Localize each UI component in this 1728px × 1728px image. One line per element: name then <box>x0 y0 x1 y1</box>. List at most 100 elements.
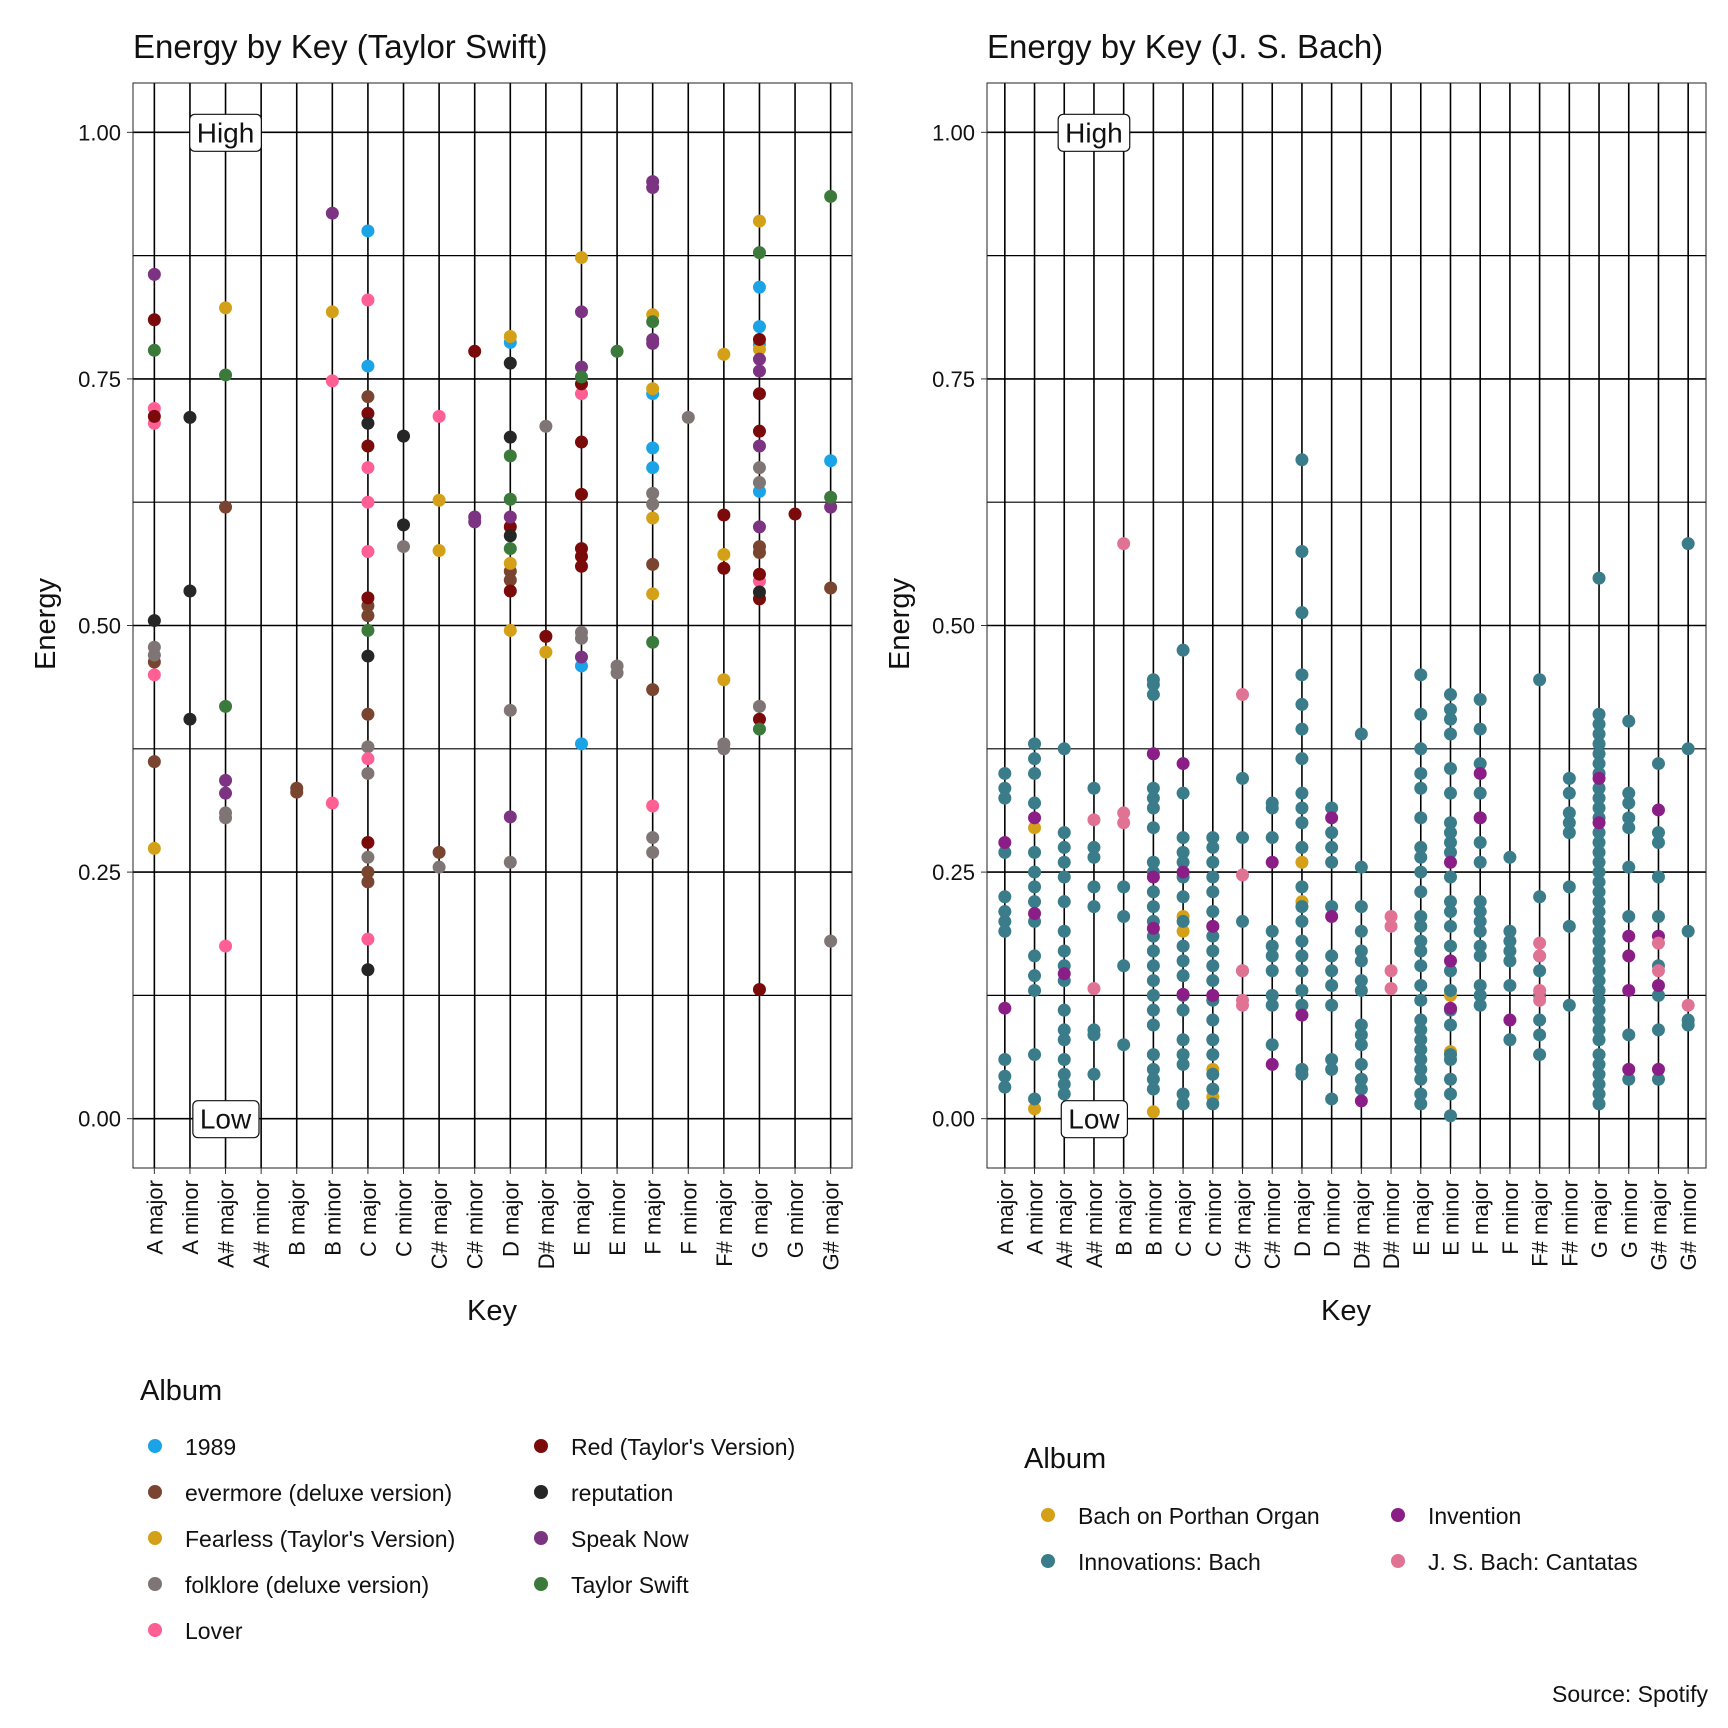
x-tick-label: A minor <box>178 1180 203 1255</box>
x-tick-label: C major <box>356 1180 381 1257</box>
data-point <box>1325 998 1339 1012</box>
data-point <box>646 557 660 571</box>
data-point <box>1146 988 1160 1002</box>
y-tick-label: 0.00 <box>932 1107 975 1132</box>
data-point <box>998 791 1012 805</box>
x-tick-label: B major <box>1112 1180 1137 1256</box>
annotation-box <box>192 1100 260 1139</box>
data-point <box>610 666 624 680</box>
data-point <box>1622 1072 1636 1086</box>
data-point <box>1533 1028 1547 1042</box>
data-point <box>1176 914 1190 928</box>
data-point <box>998 845 1012 859</box>
data-point <box>1443 727 1457 741</box>
data-point <box>1146 781 1160 795</box>
annotation-text: Low <box>1068 1104 1120 1135</box>
data-point <box>646 382 660 396</box>
data-point <box>1414 766 1428 780</box>
data-point <box>1443 688 1457 702</box>
data-point <box>503 356 517 370</box>
data-point <box>1295 453 1309 467</box>
data-point <box>1622 786 1636 800</box>
x-tick-label: F minor <box>1498 1180 1523 1255</box>
data-point <box>1206 1082 1220 1096</box>
data-point <box>361 623 375 637</box>
x-tick-label: A# major <box>214 1180 239 1268</box>
x-tick-label: D minor <box>1320 1180 1345 1257</box>
data-point <box>752 722 766 736</box>
data-point <box>1354 1028 1368 1042</box>
data-point <box>361 932 375 946</box>
data-point <box>468 515 482 529</box>
data-point <box>574 370 588 384</box>
x-tick-label: C# major <box>1231 1180 1256 1269</box>
data-point <box>1087 880 1101 894</box>
data-point <box>1592 1048 1606 1062</box>
x-tick-label: G minor <box>783 1180 808 1258</box>
data-point <box>1236 688 1250 702</box>
data-point <box>147 648 161 662</box>
data-point <box>1028 865 1042 879</box>
data-point <box>1473 988 1487 1002</box>
legend-label: folklore (deluxe version) <box>185 1572 429 1598</box>
data-point <box>503 855 517 869</box>
data-point <box>1354 727 1368 741</box>
data-point <box>1443 855 1457 869</box>
data-point <box>998 766 1012 780</box>
data-point <box>1592 1067 1606 1081</box>
data-point <box>1028 969 1042 983</box>
data-point <box>752 387 766 401</box>
data-point <box>183 712 197 726</box>
data-point <box>1265 1038 1279 1052</box>
data-point <box>1592 836 1606 849</box>
data-point <box>1146 1048 1160 1062</box>
data-point <box>1295 880 1309 894</box>
data-point <box>1206 959 1220 973</box>
data-point <box>1028 949 1042 963</box>
data-point <box>1592 1033 1606 1047</box>
data-point <box>646 831 660 845</box>
data-point <box>1295 934 1309 948</box>
data-point <box>1592 737 1606 751</box>
data-point <box>1414 993 1428 1007</box>
data-point <box>1651 988 1665 1002</box>
data-point <box>1265 831 1279 845</box>
data-point <box>1443 1018 1457 1032</box>
data-point <box>1146 747 1160 761</box>
data-point <box>1295 914 1309 928</box>
data-point <box>1087 900 1101 914</box>
data-point <box>1117 537 1131 551</box>
data-point <box>1651 964 1665 978</box>
data-point <box>1295 606 1309 620</box>
data-point <box>1414 1023 1428 1037</box>
x-tick-label: G major <box>747 1180 772 1258</box>
legend-swatch <box>534 1439 548 1453</box>
data-point <box>1146 1105 1160 1119</box>
data-point <box>717 508 731 522</box>
data-point <box>1592 747 1606 761</box>
x-tick-label: F# major <box>1528 1180 1553 1267</box>
data-point <box>1443 983 1457 997</box>
data-point <box>1176 786 1190 800</box>
data-point <box>1592 771 1606 785</box>
data-point <box>1325 826 1339 840</box>
legend-item: folklore (deluxe version) <box>148 1572 429 1598</box>
data-point <box>503 430 517 444</box>
data-point <box>1592 885 1606 899</box>
data-point <box>1503 924 1517 938</box>
data-point <box>574 549 588 563</box>
series-points <box>147 313 802 996</box>
data-point <box>1206 944 1220 958</box>
legend-item: Bach on Porthan Organ <box>1041 1503 1320 1529</box>
data-point <box>717 742 731 756</box>
data-point <box>361 875 375 889</box>
data-point <box>1325 1062 1339 1076</box>
data-point <box>1503 850 1517 864</box>
annotation-text: High <box>197 117 255 148</box>
data-point <box>1295 1067 1309 1081</box>
data-point <box>1443 702 1457 716</box>
data-point <box>1592 727 1606 741</box>
data-point <box>1592 964 1606 978</box>
data-point <box>1443 1072 1457 1086</box>
data-point <box>1592 845 1606 859</box>
